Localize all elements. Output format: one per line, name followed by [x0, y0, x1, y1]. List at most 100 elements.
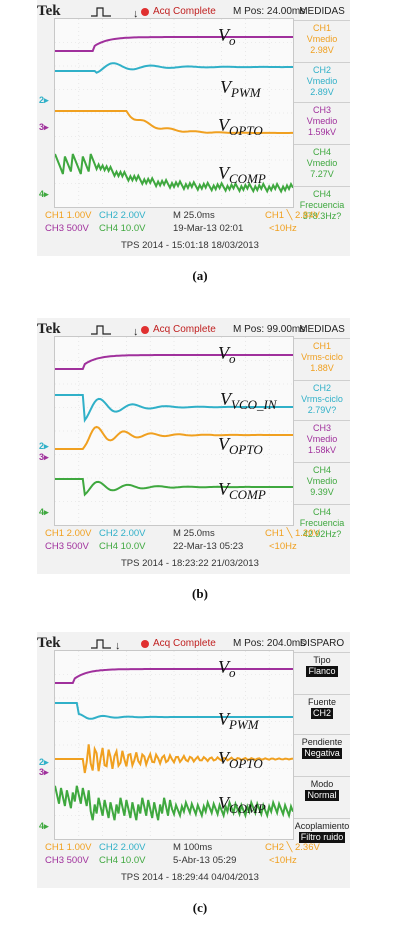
menu-title: DISPARO [299, 638, 345, 649]
ch1-scale: CH1 1.00V [45, 842, 92, 853]
menu-sublabel: Vmedio [306, 116, 338, 126]
menu-item[interactable]: Tipo Flanco [294, 652, 350, 677]
menu-value: 42.92Hz? [302, 529, 342, 539]
trigger-level: CH1 ╲ 2.84V [265, 210, 320, 221]
ch3-ground-marker: 3▸ [39, 767, 49, 777]
trigger-pulse-icon [91, 7, 111, 17]
menu-item[interactable]: CH4 Frecuencia 378.3Hz? [294, 186, 350, 222]
figure-caption: (b) [192, 586, 208, 601]
menu-sublabel: Vmedio [306, 476, 338, 486]
ch2-scale: CH2 2.00V [99, 528, 146, 539]
scope-panel-2: Tek Acq Complete M Pos: 99.00ms ↓ 2▸ 3▸ … [0, 318, 400, 618]
menu-sublabel: Vmedio [306, 158, 338, 168]
trigger-level: CH2 ╲ 2.36V [265, 842, 320, 853]
acquisition-status: Acq Complete [153, 324, 216, 335]
ch3-scale: CH3 500V [45, 855, 89, 866]
menu-item[interactable]: Pendiente Negativa [294, 734, 350, 759]
menu-value: 9.39V [310, 487, 334, 497]
trigger-frequency: <10Hz [269, 223, 297, 234]
menu-value: 378.3Hz? [302, 211, 342, 221]
trace-ch3 [55, 668, 293, 684]
waveform-plot [55, 337, 293, 525]
label-vo: Vo [218, 25, 236, 48]
menu-label: CH2 [312, 65, 331, 75]
ch2-scale: CH2 2.00V [99, 842, 146, 853]
label-vopto: VOPTO [218, 748, 263, 771]
trace-ch1 [55, 425, 293, 450]
menu-value: Negativa [302, 748, 342, 759]
menu-item[interactable]: Modo Normal [294, 776, 350, 801]
trace-ch2 [55, 394, 293, 423]
menu-label: CH1 [312, 341, 331, 351]
menu-item[interactable]: CH2 Vrms-ciclo 2.79V? [294, 380, 350, 416]
menu-label: CH4 [312, 465, 331, 475]
ch4-ground-marker: 4▸ [39, 507, 49, 517]
menu-item[interactable]: CH2 Vmedio 2.89V [294, 62, 350, 98]
acquisition-dot-icon [141, 326, 149, 334]
menu-value: CH2 [310, 708, 333, 719]
ch3-scale: CH3 500V [45, 541, 89, 552]
menu-sublabel: Frecuencia [299, 200, 345, 210]
menu-label: Tipo [313, 655, 331, 665]
label-vo: Vo [218, 343, 236, 366]
label-vopto: VOPTO [218, 115, 263, 138]
menu-item[interactable]: Acoplamiento Filtro ruido [294, 818, 350, 843]
ch2-ground-marker: 2▸ [39, 757, 49, 767]
scope-topbar: Tek Acq Complete M Pos: 99.00ms [37, 318, 350, 340]
trace-ch4 [55, 785, 293, 821]
acquisition-status: Acq Complete [153, 6, 216, 17]
trigger-pulse-icon [91, 639, 111, 649]
menu-value: Filtro ruido [298, 832, 346, 843]
menu-item[interactable]: Fuente CH2 [294, 694, 350, 719]
ch3-ground-marker: 3▸ [39, 452, 49, 462]
menu-value: 1.58kV [307, 445, 337, 455]
menu-item[interactable]: CH1 Vmedio 2.98V [294, 20, 350, 56]
trigger-position-arrow-icon: ↓ [115, 640, 121, 652]
trigger-level: CH1 ╲ 1.20V [265, 528, 320, 539]
waveform-graticule: ↓ 2▸ 3▸ 4▸ Vo VPWM VOPTO VCOMP [39, 640, 294, 840]
menu-value: 7.27V [310, 169, 334, 179]
side-menu: DISPARO Tipo Flanco Fuente CH2 Pendiente… [294, 632, 350, 843]
menu-item[interactable]: CH4 Vmedio 7.27V [294, 144, 350, 180]
menu-item[interactable]: CH3 Vmedio 1.59kV [294, 102, 350, 138]
ch4-scale: CH4 10.0V [99, 223, 146, 234]
trace-ch3 [55, 354, 293, 370]
menu-label: CH3 [312, 423, 331, 433]
trace-ch2 [55, 62, 293, 74]
capture-date: 22-Mar-13 05:23 [173, 541, 244, 552]
menu-value: Flanco [306, 666, 338, 677]
oscilloscope-screen: Tek Acq Complete M Pos: 24.00ms ↓ 2▸ 3▸ … [37, 0, 350, 256]
menu-value: 2.98V [310, 45, 334, 55]
menu-item[interactable]: CH1 Vrms-ciclo 1.88V [294, 338, 350, 374]
ch2-ground-marker: 2▸ [39, 95, 49, 105]
label-vcomp: VCOMP [218, 793, 266, 816]
timebase: M 25.0ms [173, 210, 215, 221]
footer-timestamp: TPS 2014 - 15:01:18 18/03/2013 [121, 240, 259, 251]
scope-panel-3: Tek Acq Complete M Pos: 204.0ms ↓ 2▸ 3▸ … [0, 632, 400, 932]
waveform-plot [55, 651, 293, 839]
menu-item[interactable]: CH3 Vmedio 1.58kV [294, 420, 350, 456]
horizontal-position: M Pos: 24.00ms [233, 6, 306, 17]
label-trace-2: VPWM [218, 709, 259, 732]
waveform-graticule: ↓ 2▸ 3▸ 4▸ Vo VPWM VOPTO VCOMP [39, 8, 294, 208]
menu-label: Modo [310, 779, 334, 789]
menu-sublabel: Frecuencia [299, 518, 345, 528]
scope-topbar: Tek Acq Complete M Pos: 24.00ms [37, 0, 350, 22]
figure-caption: (c) [192, 900, 208, 915]
ch4-ground-marker: 4▸ [39, 821, 49, 831]
ch1-scale: CH1 1.00V [45, 210, 92, 221]
horizontal-position: M Pos: 99.00ms [233, 324, 306, 335]
menu-label: Pendiente [301, 737, 343, 747]
oscilloscope-screen: Tek Acq Complete M Pos: 99.00ms ↓ 2▸ 3▸ … [37, 318, 350, 574]
menu-sublabel: Vmedio [306, 34, 338, 44]
menu-sublabel: Vrms-ciclo [301, 394, 343, 404]
menu-item[interactable]: CH4 Vmedio 9.39V [294, 462, 350, 498]
menu-label: CH2 [312, 383, 331, 393]
label-vcomp: VCOMP [218, 479, 266, 502]
trace-ch1 [55, 744, 293, 774]
ch2-scale: CH2 2.00V [99, 210, 146, 221]
menu-label: CH1 [312, 23, 331, 33]
ch4-scale: CH4 10.0V [99, 541, 146, 552]
footer-timestamp: TPS 2014 - 18:23:22 21/03/2013 [121, 558, 259, 569]
menu-item[interactable]: CH4 Frecuencia 42.92Hz? [294, 504, 350, 540]
